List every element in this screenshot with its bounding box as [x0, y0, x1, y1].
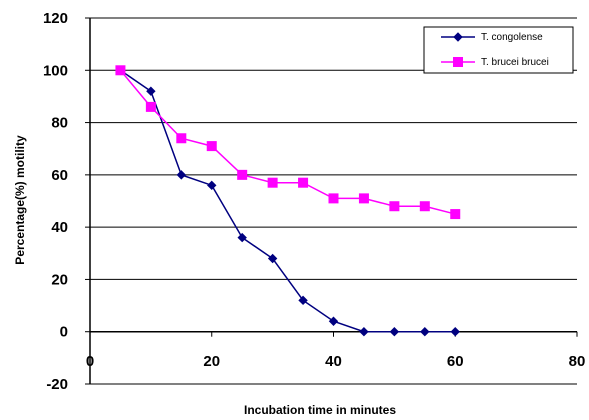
legend-box	[423, 26, 574, 74]
x-tick-label: 0	[86, 353, 94, 370]
legend-items	[441, 32, 475, 67]
data-point	[176, 133, 187, 144]
x-tick-label: 20	[203, 353, 220, 370]
data-point	[145, 101, 156, 112]
data-point	[298, 177, 309, 188]
data-point	[328, 316, 339, 326]
data-point	[237, 169, 248, 180]
data-point	[207, 180, 217, 191]
y-tick-label: 120	[43, 10, 68, 27]
y-axis-title: Percentage(%) motility	[13, 135, 27, 265]
data-point	[146, 86, 156, 96]
data-point	[267, 177, 278, 188]
data-point	[328, 193, 339, 204]
x-tick-label: 40	[325, 353, 342, 370]
tick-labels: -20 0 20 40 60 80 100 120 0 20 40 60 80	[43, 10, 585, 393]
y-tick-label: 100	[43, 62, 68, 79]
x-tick-label: 60	[447, 353, 464, 370]
data-point	[389, 201, 400, 212]
data-point	[267, 253, 278, 264]
y-tick-label: 0	[60, 324, 68, 341]
y-tick-label: 80	[51, 115, 68, 132]
legend-label-brucei: T. brucei brucei	[481, 57, 549, 68]
data-point	[420, 327, 430, 337]
data-point	[206, 141, 217, 152]
data-point	[419, 201, 430, 212]
y-tick-label: 20	[51, 271, 68, 288]
data-point	[176, 170, 187, 180]
series	[115, 65, 461, 337]
axes	[85, 17, 578, 385]
x-tick-label: 80	[569, 353, 586, 370]
y-tick-label: 60	[51, 167, 68, 184]
legend: T. congolense T. brucei brucei	[423, 26, 574, 74]
data-point	[237, 232, 247, 243]
data-point	[389, 327, 400, 337]
data-point	[450, 209, 461, 220]
data-point	[115, 65, 126, 76]
data-point	[358, 193, 369, 204]
series-congolense	[115, 65, 460, 337]
y-tick-label: -20	[46, 376, 68, 393]
series-line	[119, 69, 456, 215]
y-tick-label: 40	[51, 219, 68, 236]
series-brucei	[115, 65, 461, 220]
series-line	[120, 69, 456, 333]
gridlines	[90, 17, 577, 385]
x-axis-title: Incubation time in minutes	[244, 403, 396, 417]
legend-marker	[453, 57, 463, 67]
legend-label-congolense: T. congolense	[481, 32, 543, 43]
data-point	[359, 327, 369, 337]
legend-marker	[453, 32, 463, 42]
data-point	[298, 295, 308, 306]
data-point	[450, 327, 460, 337]
